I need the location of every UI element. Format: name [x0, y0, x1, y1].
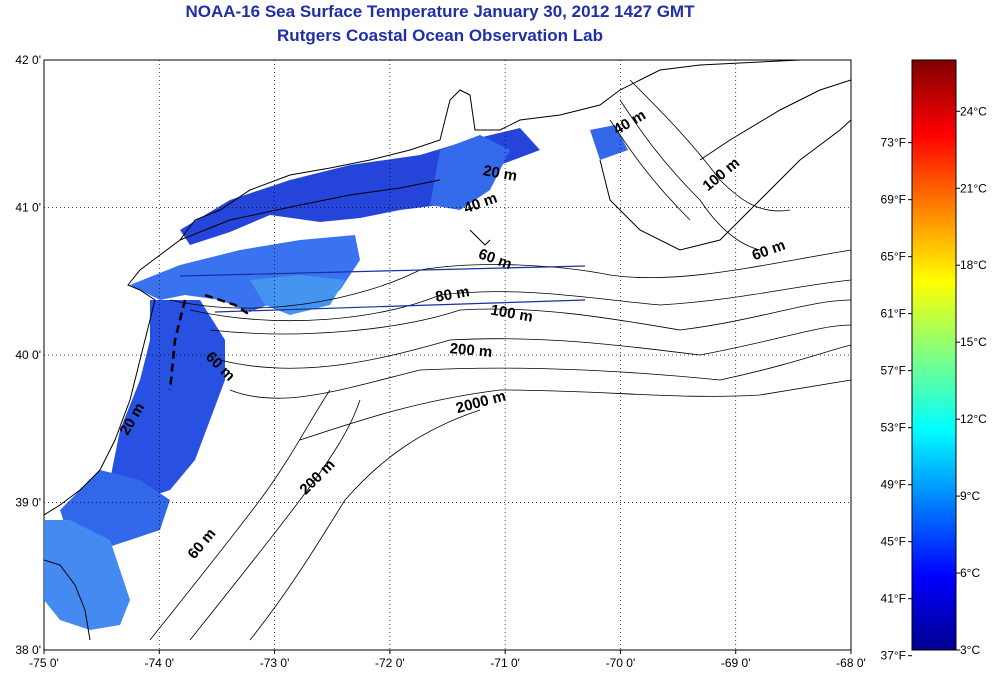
isobath-label: 200 m [449, 340, 493, 361]
lat-lon-grid [44, 60, 851, 650]
lat-tick-label: 39 0' [15, 496, 41, 510]
sst-patches [44, 125, 628, 630]
colorbar [911, 59, 957, 651]
sst-patch-ri [430, 135, 510, 210]
colorbar-c-label: 15°C [960, 335, 987, 349]
colorbar-f-label: 45°F [881, 535, 906, 549]
colorbar-c-label: 6°C [960, 566, 980, 580]
colorbar-f-label: 49°F [881, 478, 906, 492]
lon-tick-label: -69 0' [721, 656, 751, 670]
colorbar-c-label: 3°C [960, 643, 980, 657]
sst-patch-del [44, 520, 130, 630]
colorbar-fahrenheit-labels: 73°F 69°F 65°F 61°F 57°F 53°F 49°F 45°F 41°F 37°F [881, 136, 912, 663]
colorbar-f-label: 37°F [881, 649, 906, 663]
lat-tick-label: 40 0' [15, 348, 41, 362]
colorbar-f-label: 57°F [881, 364, 906, 378]
coastline [44, 60, 851, 641]
lon-tick-label: -68 0' [836, 656, 866, 670]
lon-tick-label: -72 0' [375, 656, 405, 670]
transects [168, 265, 586, 391]
map-subtitle: Rutgers Coastal Ocean Observation Lab [277, 26, 603, 45]
lat-tick-label: 38 0' [15, 643, 41, 657]
lon-tick-label: -71 0' [490, 656, 520, 670]
lat-tick-label: 41 0' [15, 201, 41, 215]
colorbar-f-label: 53°F [881, 421, 906, 435]
colorbar-c-label: 9°C [960, 489, 980, 503]
colorbar-c-label: 24°C [960, 104, 987, 118]
colorbar-f-label: 65°F [881, 250, 906, 264]
sst-patch-bight-cyan [250, 275, 345, 315]
latitude-axis-labels: 42 0' 41 0' 40 0' 39 0' 38 0' [15, 53, 41, 657]
colorbar-f-label: 61°F [881, 307, 906, 321]
longitude-axis-labels: -75 0' -74 0' -73 0' -72 0' -71 0' -70 0' -69 … [29, 650, 866, 670]
isobath-label: 80 m [434, 283, 471, 306]
lon-tick-label: -70 0' [606, 656, 636, 670]
sst-patch-cape [590, 125, 628, 160]
isobath-label: 20 m [482, 162, 519, 185]
colorbar-c-label: 21°C [960, 181, 987, 195]
colorbar-f-label: 41°F [881, 592, 906, 606]
isobaths [149, 79, 851, 641]
colorbar-c-label: 12°C [960, 412, 987, 426]
lon-tick-label: -74 0' [144, 656, 174, 670]
map-title: NOAA-16 Sea Surface Temperature January … [185, 2, 695, 21]
lon-tick-label: -73 0' [260, 656, 290, 670]
colorbar-celsius-labels: 24°C 21°C 18°C 15°C 12°C 9°C 6°C 3°C [956, 104, 987, 657]
lat-tick-label: 42 0' [15, 53, 41, 67]
lon-tick-label: -75 0' [29, 656, 59, 670]
colorbar-f-label: 69°F [881, 193, 906, 207]
sst-patch-nj [110, 300, 225, 500]
colorbar-c-label: 18°C [960, 258, 987, 272]
colorbar-f-label: 73°F [881, 136, 906, 150]
